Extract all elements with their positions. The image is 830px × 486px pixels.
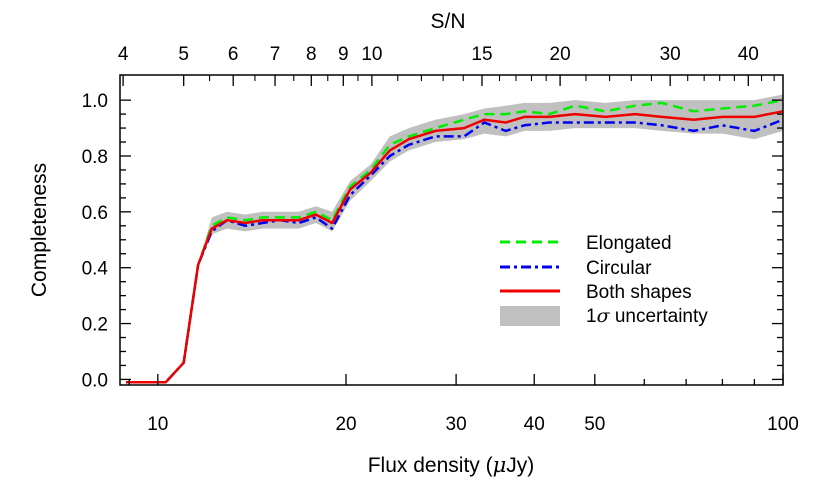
legend-label-both-shapes: Both shapes (586, 282, 692, 303)
x-axis-title-mu: μ (493, 453, 507, 477)
top-tick-label: 7 (270, 44, 281, 65)
top-tick-label: 5 (178, 44, 189, 65)
top-tick-label: 40 (738, 44, 759, 65)
series-line-circular (126, 118, 784, 384)
series-layer (126, 98, 784, 384)
top-tick-label: 15 (471, 44, 492, 65)
top-tick-label: 30 (660, 44, 681, 65)
legend: Elongated Circular Both shapes 1σ uncert… (500, 233, 708, 327)
y-tick-label: 1.0 (82, 91, 108, 112)
top-tick-label: 8 (306, 44, 317, 65)
top-tick-label: 9 (338, 44, 349, 65)
legend-label-uncertainty-sigma: σ (597, 305, 611, 327)
top-axis-title: S/N (430, 10, 465, 33)
y-tick-label: 0.8 (82, 147, 108, 168)
y-axis-title: Completeness (28, 163, 51, 297)
x-tick-label: 10 (147, 414, 168, 435)
legend-label-elongated: Elongated (586, 233, 672, 254)
x-axis-title: Flux density (μJy) (368, 453, 535, 477)
ticks-layer: 10 20 30 40 50 100 4 5 6 7 8 9 10 15 20 30 40 0.0 0.2 0.4 0.… (82, 44, 799, 435)
x-axis-title-suffix: Jy) (506, 454, 534, 477)
plot-frame (119, 74, 784, 386)
top-tick-label: 4 (118, 44, 129, 65)
x-axis-title-prefix: Flux density ( (368, 454, 493, 477)
y-tick-label: 0.2 (82, 315, 108, 336)
y-tick-label: 0.0 (82, 370, 108, 391)
top-tick-label: 10 (361, 44, 382, 65)
x-tick-label: 30 (446, 414, 467, 435)
series-line-elongated (126, 98, 784, 384)
series-line-both-shapes (126, 110, 784, 384)
x-tick-label: 50 (584, 414, 605, 435)
legend-swatch-uncertainty (500, 306, 560, 326)
legend-label-uncertainty: 1σ uncertainty (586, 305, 708, 327)
uncertainty-band-layer (126, 94, 783, 383)
legend-label-circular: Circular (586, 258, 652, 279)
top-tick-label: 20 (550, 44, 571, 65)
y-tick-label: 0.4 (82, 259, 109, 280)
top-tick-label: 6 (228, 44, 239, 65)
uncertainty-band (126, 94, 783, 383)
legend-label-uncertainty-prefix: 1 (586, 306, 597, 327)
x-tick-label: 100 (767, 414, 799, 435)
x-tick-label: 20 (335, 414, 356, 435)
legend-label-uncertainty-suffix: uncertainty (610, 306, 709, 327)
x-tick-label: 40 (524, 414, 545, 435)
y-tick-label: 0.6 (82, 203, 108, 224)
